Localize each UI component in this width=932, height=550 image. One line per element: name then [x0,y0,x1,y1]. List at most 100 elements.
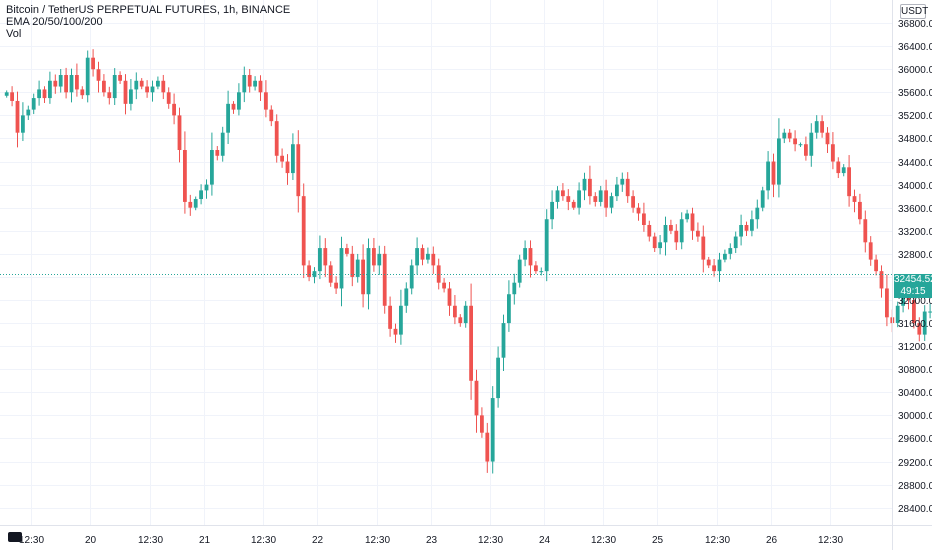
last-price-tag: 32454.52 49:15 [894,274,932,298]
candle-down [64,75,68,93]
candle-up [922,311,927,335]
candle-down [280,155,284,162]
candle-up [204,184,209,191]
candle-up [193,199,198,208]
candle-up [150,86,155,93]
candle-up [755,207,760,220]
candle-down [831,144,835,162]
price-tick-label: 28400.00 [898,504,932,515]
time-tick-label: 12:30 [365,535,390,546]
candle-down [912,300,916,324]
candle-down [296,144,301,197]
candle-up [814,121,819,133]
price-tick-label: 36000.00 [898,65,932,76]
candle-down [442,282,446,289]
candle-up [318,248,322,272]
candle-down [323,248,328,266]
candle-up [355,259,360,277]
candle-up [750,219,754,231]
candle-down [604,190,608,208]
candle-down [669,225,673,231]
candle-up [512,282,517,295]
logo-icon [8,532,22,542]
candle-down [701,236,706,260]
candle-up [739,225,743,237]
candle-down [453,305,457,318]
candle-down [917,323,922,335]
candle-up [685,213,689,220]
candle-up [517,259,522,283]
candle-up [901,294,905,306]
candle-up [496,357,500,399]
candle-up [156,80,160,87]
candle-up [539,271,544,273]
candle-up [48,80,52,99]
candle-up [312,271,317,277]
candle-up [663,225,668,243]
candle-up [895,305,900,324]
candle-down [480,415,484,433]
time-tick-label: 12:30 [818,535,843,546]
currency-button[interactable]: USDT [900,4,929,19]
candle-up [463,305,468,324]
candle-down [712,265,716,272]
candle-down [787,132,792,139]
candle-down [334,282,338,289]
candle-down [474,380,479,416]
time-tick-label: 23 [426,535,438,546]
price-axis[interactable]: 28400.00 28800.00 29200.00 29600.00 30000.00… [898,19,932,515]
candle-down [285,161,290,174]
price-tick-label: 29600.00 [898,434,932,445]
candle-down [91,57,95,70]
candle-down [372,248,376,266]
candle-down [458,317,463,324]
candles [4,49,932,474]
price-tick-label: 34000.00 [898,181,932,192]
candle-down [350,253,355,277]
candle-down [647,225,652,237]
candle-down [75,75,79,90]
candle-up [426,253,430,260]
candle-up [129,89,133,104]
candle-up [777,138,781,185]
price-tick-label: 36800.00 [898,19,932,30]
time-axis[interactable]: 12:30 20 12:30 21 12:30 22 12:30 23 12:30 24 12:30… [19,535,843,546]
candle-down [139,80,144,87]
candle-down [258,80,263,93]
price-tick-label: 31200.00 [898,342,932,353]
candle-down [345,248,349,254]
volume-indicator-label[interactable]: Vol [6,28,22,40]
candle-down [706,259,711,266]
price-tick-label: 35600.00 [898,88,932,99]
candle-down [561,190,565,197]
candle-up [598,190,603,202]
candle-down [361,259,365,295]
candle-down [264,92,268,110]
time-tick-label: 12:30 [591,535,616,546]
candle-up [409,265,414,289]
price-tick-label: 32800.00 [898,250,932,261]
candle-up [609,196,614,208]
candle-down [247,75,252,87]
candle-up [723,253,727,260]
candle-down [393,328,398,335]
symbol-title[interactable]: Bitcoin / TetherUS PERPETUAL FUTURES, 1h… [6,4,291,16]
tradingview-logo [8,528,25,544]
candle-up [733,236,738,249]
candle-down [382,253,387,306]
candle-up [501,323,506,358]
candle-up [577,190,581,208]
candle-up [415,248,419,266]
candle-down [674,230,679,243]
candle-up [582,178,587,191]
candle-up [210,150,214,185]
price-tick-label: 33600.00 [898,204,932,215]
candle-up [782,132,787,139]
candle-down [431,253,436,266]
ema-indicator-label[interactable]: EMA 20/50/100/200 [6,16,103,28]
candle-up [366,248,371,295]
candle-down [166,92,171,104]
candle-up [291,144,295,174]
candle-up [339,248,344,289]
